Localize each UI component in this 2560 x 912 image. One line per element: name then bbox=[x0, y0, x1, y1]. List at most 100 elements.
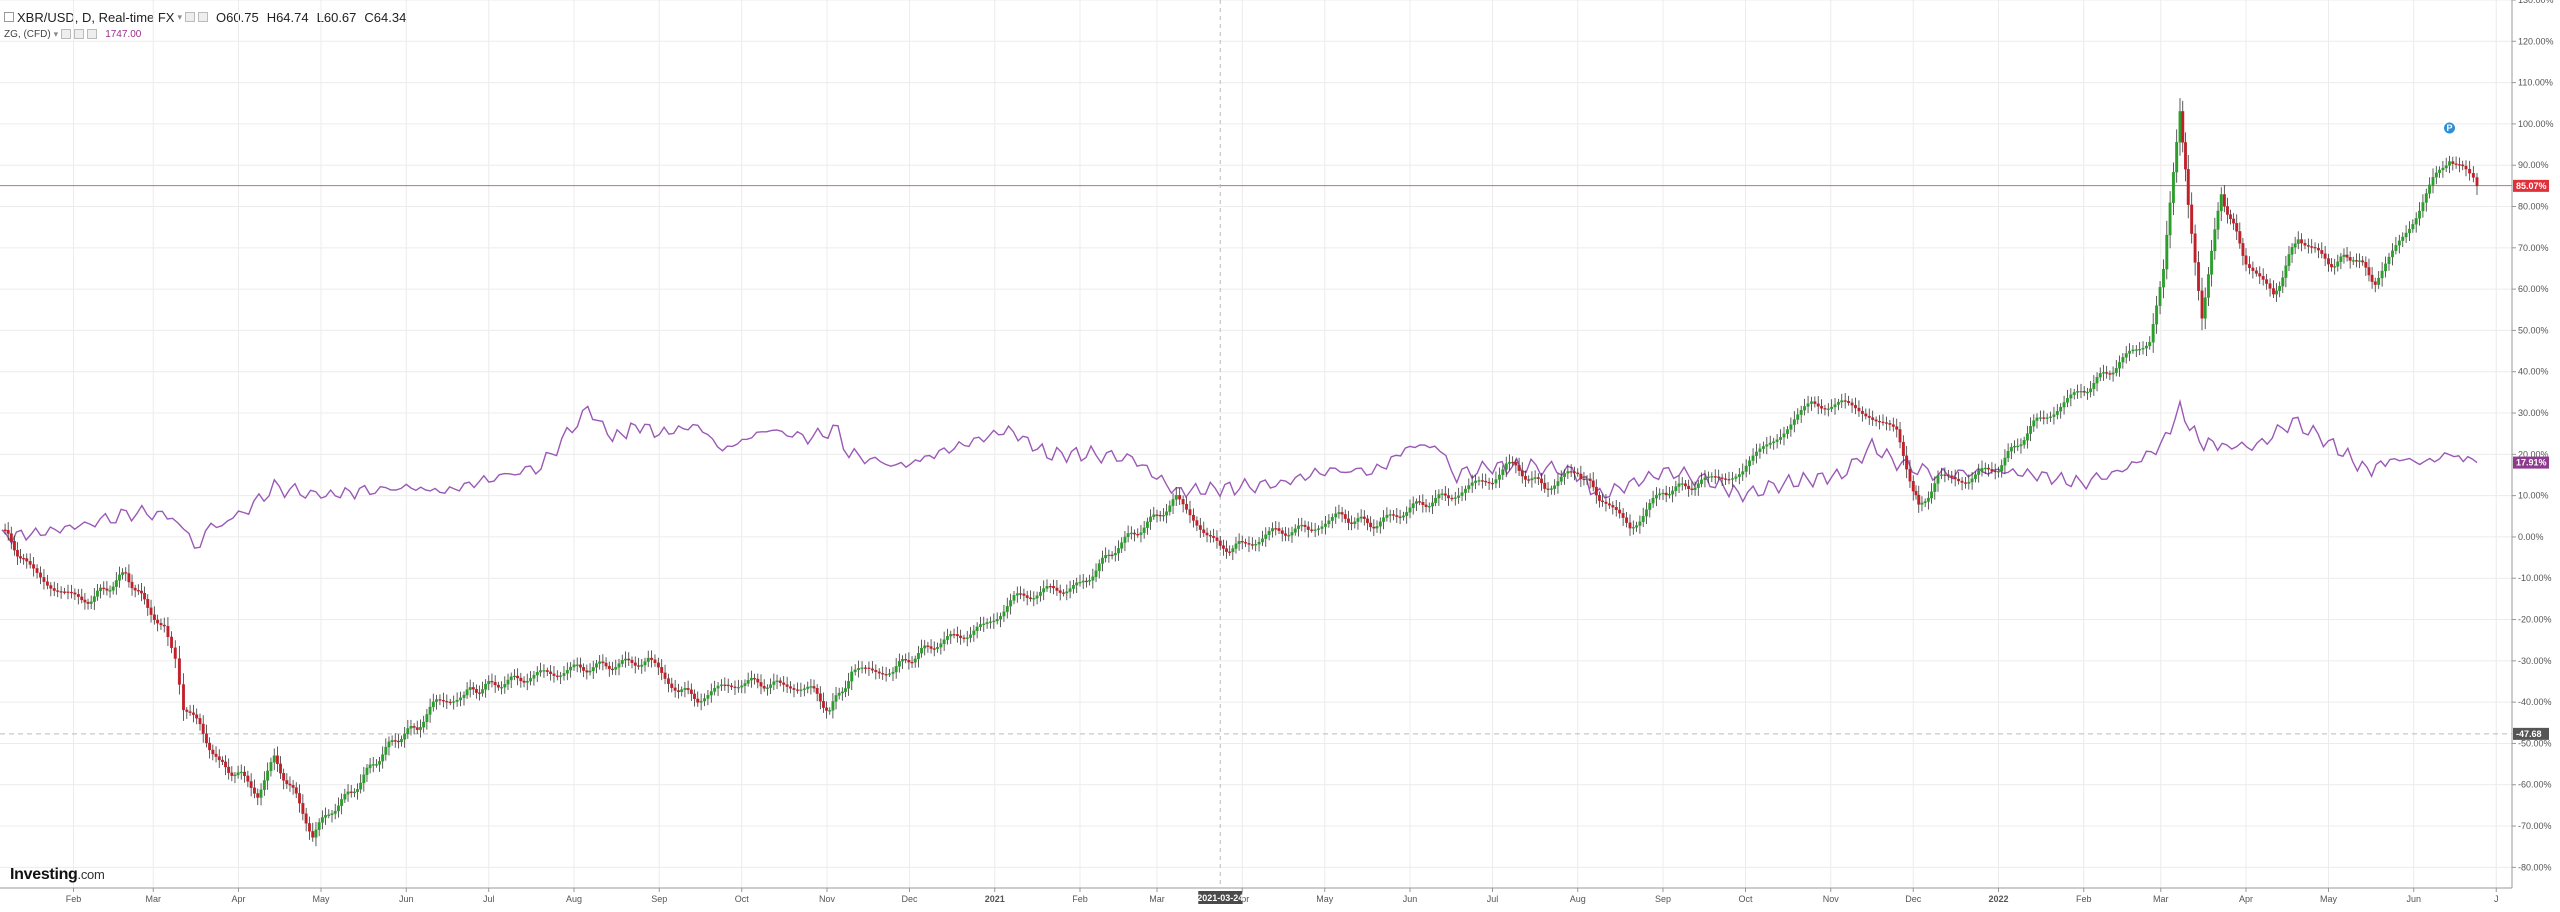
candle-body bbox=[870, 668, 874, 671]
candle bbox=[1487, 477, 1491, 490]
candle bbox=[569, 662, 573, 678]
candle-body bbox=[2029, 426, 2033, 434]
candle bbox=[428, 698, 432, 723]
candle-body bbox=[2471, 173, 2475, 178]
candle-body bbox=[1559, 476, 1563, 482]
candle bbox=[2384, 256, 2388, 278]
candle bbox=[2373, 277, 2377, 293]
candle-body bbox=[916, 653, 920, 660]
candle-body bbox=[83, 599, 87, 603]
candle-body bbox=[39, 572, 42, 578]
candle-body bbox=[1983, 467, 1987, 470]
collapse-legend-icon[interactable] bbox=[4, 12, 14, 22]
candle-body bbox=[239, 771, 243, 774]
candle bbox=[1751, 448, 1755, 465]
candle-body bbox=[1174, 495, 1178, 500]
candle bbox=[2258, 266, 2262, 285]
candle bbox=[897, 653, 901, 673]
chevron-down-icon[interactable]: ▾ bbox=[177, 11, 183, 22]
candle-body bbox=[1009, 600, 1013, 607]
candle bbox=[2345, 247, 2349, 262]
candle bbox=[1588, 473, 1592, 489]
x-tick-label: Sep bbox=[651, 894, 667, 904]
candle bbox=[2364, 256, 2368, 276]
x-tick-label: Mar bbox=[1149, 894, 1165, 904]
candle-body bbox=[2457, 164, 2461, 166]
candle-body bbox=[1195, 520, 1199, 526]
candle-body bbox=[1710, 476, 1714, 478]
candle bbox=[709, 683, 713, 703]
candle-body bbox=[2111, 372, 2115, 375]
candle bbox=[465, 682, 469, 699]
candle bbox=[1491, 478, 1494, 490]
last-price-tag-bg bbox=[2513, 179, 2549, 192]
settings-icon[interactable] bbox=[185, 12, 196, 22]
settings-icon[interactable] bbox=[61, 29, 72, 39]
candle-body bbox=[1323, 523, 1327, 527]
candle-body bbox=[2475, 177, 2479, 187]
candle-body bbox=[888, 673, 892, 675]
remove-icon[interactable] bbox=[198, 12, 209, 22]
candle bbox=[939, 638, 943, 655]
candle bbox=[1257, 537, 1261, 552]
candle-body bbox=[2278, 286, 2282, 291]
candle-body bbox=[1967, 481, 1971, 484]
candle-body bbox=[1591, 480, 1595, 488]
candle bbox=[1888, 420, 1892, 431]
candle bbox=[1533, 470, 1537, 484]
candle-body bbox=[1250, 544, 1254, 546]
candle-body bbox=[802, 688, 806, 690]
candle bbox=[2244, 248, 2248, 272]
candle-body bbox=[191, 712, 195, 715]
candle-body bbox=[637, 665, 640, 667]
candle-body bbox=[2210, 250, 2214, 275]
candle bbox=[1267, 526, 1271, 541]
candle-body bbox=[853, 669, 857, 673]
candle-body bbox=[2232, 218, 2236, 224]
candle bbox=[19, 548, 23, 564]
candle bbox=[1113, 545, 1117, 562]
candle bbox=[1029, 590, 1032, 602]
candle-body bbox=[633, 662, 637, 666]
chevron-down-icon[interactable]: ▾ bbox=[53, 28, 59, 39]
candle-body bbox=[2244, 255, 2248, 265]
candle-body bbox=[1891, 424, 1895, 427]
candle-body bbox=[1071, 585, 1075, 589]
candle bbox=[324, 807, 328, 825]
y-tick-label: 120.00% bbox=[2518, 36, 2554, 46]
candle bbox=[1480, 473, 1484, 489]
candle bbox=[1271, 522, 1274, 538]
candle-body bbox=[1310, 529, 1314, 531]
candle bbox=[809, 679, 813, 695]
candle-body bbox=[1443, 493, 1447, 496]
candle bbox=[1366, 514, 1369, 531]
candle-body bbox=[419, 727, 422, 730]
candle bbox=[1621, 508, 1625, 526]
candle-body bbox=[182, 684, 185, 711]
candle bbox=[431, 693, 435, 712]
candle bbox=[403, 727, 407, 748]
candle-body bbox=[756, 678, 760, 683]
candle bbox=[198, 713, 202, 731]
candle bbox=[2162, 259, 2165, 299]
candle bbox=[1110, 551, 1114, 560]
candle-body bbox=[1055, 587, 1059, 591]
candle bbox=[2320, 242, 2324, 259]
candle-body bbox=[1696, 483, 1700, 489]
candle-body bbox=[857, 668, 861, 670]
candle-body bbox=[108, 590, 112, 592]
candle bbox=[298, 784, 301, 813]
remove-icon[interactable] bbox=[74, 29, 85, 39]
candle-body bbox=[1888, 423, 1892, 425]
candle-body bbox=[1566, 471, 1570, 474]
hide-icon[interactable] bbox=[87, 29, 98, 39]
candle-body bbox=[1303, 524, 1307, 527]
candle-body bbox=[2310, 246, 2314, 248]
candle-body bbox=[1751, 455, 1755, 461]
candle-body bbox=[2052, 414, 2056, 417]
candle bbox=[1895, 418, 1899, 438]
candle bbox=[1950, 470, 1954, 484]
candle-body bbox=[2193, 233, 2197, 263]
candle bbox=[1614, 499, 1618, 517]
